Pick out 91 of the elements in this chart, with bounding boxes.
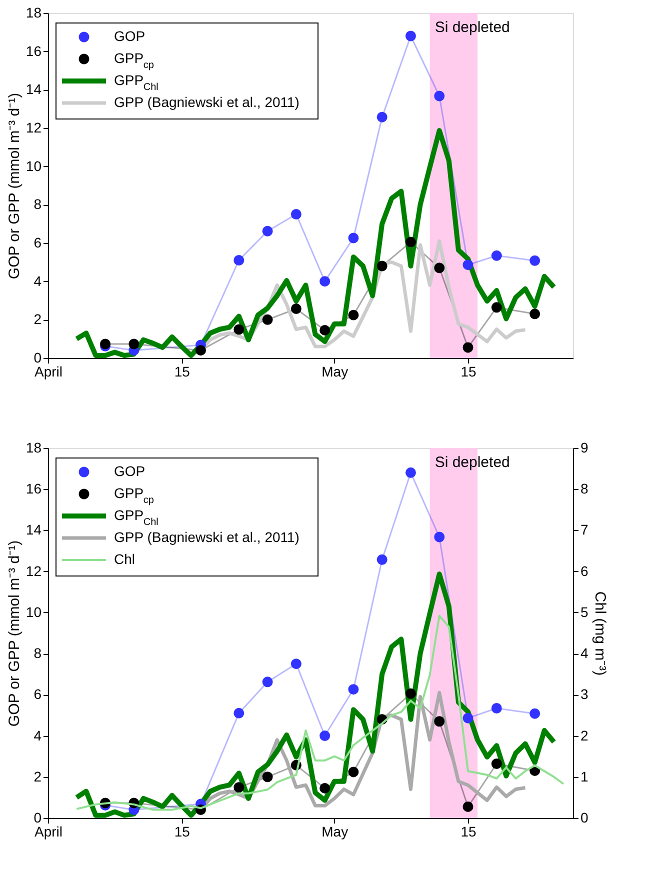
point [348,310,359,320]
y-tick-label: 10 [26,604,42,620]
y-tick-label: 6 [34,686,42,702]
point [462,342,474,353]
point [234,324,244,335]
y-tick-label: 14 [26,81,42,98]
y2-tick-label: 3 [580,686,588,702]
y-tick-label: 8 [34,196,42,212]
y-tick-label: 2 [34,768,42,784]
point [348,766,359,778]
point [491,758,502,769]
point [405,30,416,42]
point [376,112,388,122]
point [262,772,273,782]
point [320,276,330,287]
legend-label: Chl [114,551,136,567]
point [320,730,330,742]
y-tick-label: 4 [34,727,42,744]
point [462,712,474,724]
y-tick-label: 2 [34,311,42,328]
point [376,260,388,272]
point [434,716,445,727]
point [290,658,302,670]
y2-tick-label: 0 [580,810,588,826]
y-tick-label: 18 [26,440,42,456]
point [262,226,273,236]
point [530,255,540,266]
point [405,688,416,699]
point [405,467,416,478]
point [491,302,502,313]
x-tick-label: 15 [174,364,190,380]
legend-label: GOP [114,28,146,44]
y-axis-title: GOP or GPP (mmol m⁻³ d⁻¹) [6,540,23,727]
point [290,304,302,314]
y2-tick-label: 8 [580,480,588,497]
y2-tick-label: 1 [580,768,588,784]
y2-tick-label: 4 [580,645,588,662]
point [462,260,474,270]
y-tick-label: 12 [26,120,42,136]
legend-label: GOP [114,463,146,479]
band-label: Si depleted [434,454,510,471]
x-tick-label: April [34,364,63,380]
x-tick-label: 15 [460,824,476,840]
point [262,314,273,325]
y-tick-label: 14 [26,522,42,538]
point [530,308,540,320]
x-tick-label: 15 [460,364,476,380]
point [195,345,206,356]
y-axis-title: GOP or GPP (mmol m⁻³ d⁻¹) [6,92,23,280]
point [348,684,359,695]
y-tick-label: 0 [34,810,42,826]
x-tick-label: May [322,364,348,380]
x-tick-label: May [322,824,348,840]
y-tick-label: 0 [34,350,42,366]
point [234,782,244,793]
y-tick-label: 18 [26,4,42,20]
point [434,262,445,274]
point [128,338,140,350]
point [262,676,273,688]
x-tick-label: April [34,824,63,840]
point [320,782,330,794]
y2-tick-label: 9 [580,440,588,456]
point [320,324,330,336]
y-tick-label: 16 [26,480,42,497]
x-tick-label: 15 [174,824,190,840]
point [434,532,445,542]
y2-axis-title: Chl (mg m⁻³) [591,591,608,676]
y-tick-label: 12 [26,562,42,579]
point [234,708,244,718]
point [434,90,445,102]
y-tick-label: 4 [34,272,42,289]
y-tick-label: 8 [34,645,42,662]
band-label: Si depleted [434,19,510,36]
point [491,250,502,261]
legend-label: GPP (Bagniewski et al., 2011) [114,94,300,110]
y2-tick-label: 7 [580,522,588,538]
legend-label: GPP (Bagniewski et al., 2011) [114,529,300,545]
point [530,708,540,719]
y2-tick-label: 6 [580,562,588,579]
y-tick-label: 16 [26,42,42,59]
point [348,232,359,244]
y2-tick-label: 5 [580,604,588,620]
y-tick-label: 10 [26,158,42,174]
y-tick-label: 6 [34,234,42,250]
y2-tick-label: 2 [580,727,588,744]
point [234,255,244,266]
point [491,703,502,714]
point [376,554,388,565]
point [290,209,302,220]
point [405,236,416,248]
point [462,801,474,812]
